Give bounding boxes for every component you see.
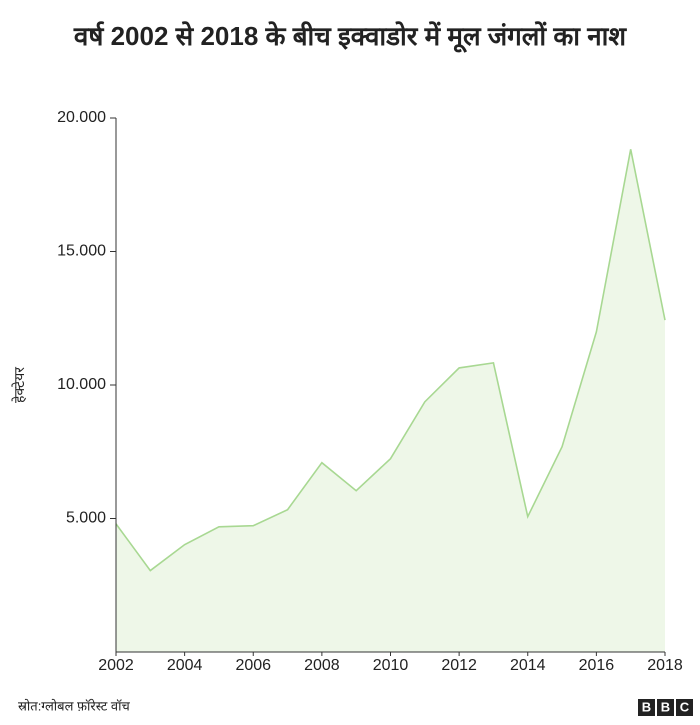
x-tick-label: 2018	[647, 657, 683, 674]
chart-title: वर्ष 2002 से 2018 के बीच इक्वाडोर में मू…	[73, 21, 628, 53]
source: स्रोत:ग्लोबल फ़ॉरेस्ट वॉच	[18, 698, 131, 713]
y-tick-label: 10.000	[57, 376, 106, 393]
x-tick-label: 2014	[510, 657, 546, 674]
x-tick-label: 2002	[98, 657, 134, 674]
logo-letter: B	[642, 699, 651, 714]
logo-letter: C	[680, 699, 690, 714]
logo-letter: B	[661, 699, 670, 714]
x-tick-label: 2004	[167, 657, 203, 674]
x-tick-label: 2012	[441, 657, 477, 674]
logo-box	[638, 699, 655, 716]
logo-box	[676, 699, 693, 716]
y-tick-label: 20.000	[57, 109, 106, 126]
area	[116, 149, 665, 652]
x-tick-label: 2008	[304, 657, 340, 674]
y-axis-label: हेक्टेयर	[11, 367, 27, 403]
line	[115, 149, 666, 572]
x-tick-label: 2010	[373, 657, 409, 674]
x-tick-label: 2006	[235, 657, 271, 674]
logo-box	[657, 699, 674, 716]
x-tick-label: 2016	[579, 657, 615, 674]
y-tick-label: 5.000	[66, 510, 106, 527]
y-tick-label: 15.000	[57, 243, 106, 260]
